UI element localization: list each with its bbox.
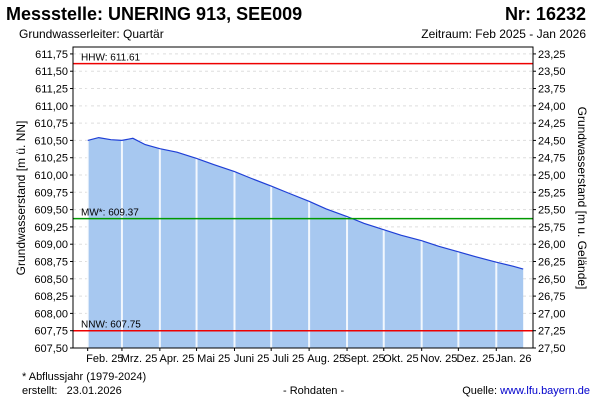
created-info: erstellt: 23.01.2026 xyxy=(22,385,122,397)
station-title: Messstelle: UNERING 913, SEE009 xyxy=(6,4,303,24)
x-tick-label: Mrz. 25 xyxy=(121,353,158,365)
y-tick-label: 607,75 xyxy=(34,326,68,338)
month-gridlines xyxy=(86,47,498,348)
y2-tick-label: 27,50 xyxy=(538,343,566,355)
plot-frame xyxy=(72,46,534,349)
reference-lines: HHW: 611.61 MW*: 609.37 NNW: 607.75 xyxy=(73,53,533,332)
y2-tick-label: 25,25 xyxy=(538,187,566,199)
reference-label: HHW: 611.61 xyxy=(81,53,141,64)
y-axis-label-left: Grundwasserstand [m ü. NN] xyxy=(14,121,28,276)
x-tick-label: Juli 25 xyxy=(272,353,304,365)
footnote: * Abflussjahr (1979-2024) xyxy=(22,371,147,383)
y2-tick-label: 26,50 xyxy=(538,274,566,286)
y-tick-label: 607,50 xyxy=(34,343,68,355)
y2-tick-label: 25,00 xyxy=(538,170,566,182)
y2-tick-label: 27,25 xyxy=(538,326,566,338)
y-tick-label: 611,25 xyxy=(35,84,68,96)
y-tick-label: 609,25 xyxy=(34,222,68,234)
y2-tick-label: 26,25 xyxy=(538,257,566,269)
y-tick-label: 609,50 xyxy=(34,205,68,217)
period-label: Zeitraum: Feb 2025 - Jan 2026 xyxy=(421,27,586,41)
y2-tick-label: 24,50 xyxy=(538,135,566,147)
y-tick-label: 610,75 xyxy=(34,118,68,130)
y-tick-label: 610,00 xyxy=(34,170,68,182)
y-axis-label-right: Grundwasserstand [m u. Gelände] xyxy=(575,107,589,290)
x-tick-label: Dez. 25 xyxy=(457,353,495,365)
created-label: erstellt: xyxy=(22,385,58,397)
y-tick-label: 610,50 xyxy=(34,135,68,147)
reference-label: NNW: 607.75 xyxy=(81,320,141,331)
x-tick-label: Apr. 25 xyxy=(160,353,195,365)
y2-tick-label: 23,25 xyxy=(538,49,566,61)
x-tick-label: Nov. 25 xyxy=(420,353,457,365)
x-tick-label: Feb. 25 xyxy=(86,353,123,365)
y2-tick-label: 24,75 xyxy=(538,153,566,165)
y-tick-label: 609,00 xyxy=(34,239,68,251)
reference-label: MW*: 609.37 xyxy=(81,208,139,219)
y2-tick-label: 26,75 xyxy=(538,291,566,303)
y-tick-label: 608,00 xyxy=(34,308,68,320)
aquifer-label: Grundwasserleiter: Quartär xyxy=(19,27,164,41)
y-axis-left: 607,50 607,75 608,00 608,25 608,50 608,75 609,… xyxy=(34,49,73,355)
x-tick-label: Sept. 25 xyxy=(344,353,385,365)
y-tick-label: 608,25 xyxy=(34,291,68,303)
created-date: 23.01.2026 xyxy=(66,385,122,397)
y2-tick-label: 24,00 xyxy=(538,101,566,113)
x-tick-label: Aug. 25 xyxy=(307,353,345,365)
y2-tick-label: 26,00 xyxy=(538,239,566,251)
rawdata-label: - Rohdaten - xyxy=(283,385,345,397)
x-tick-label: Jan. 26 xyxy=(495,353,531,365)
y2-tick-label: 23,50 xyxy=(538,66,566,78)
y2-tick-label: 24,25 xyxy=(538,118,566,130)
y2-tick-label: 25,75 xyxy=(538,222,566,234)
x-tick-label: Juni 25 xyxy=(234,353,269,365)
station-number: Nr: 16232 xyxy=(504,4,586,24)
y-tick-label: 611,75 xyxy=(35,49,68,61)
y-tick-label: 608,50 xyxy=(34,274,68,286)
y-tick-label: 611,00 xyxy=(35,101,68,113)
x-tick-label: Okt. 25 xyxy=(383,353,418,365)
x-tick-label: Mai 25 xyxy=(197,353,230,365)
y-tick-label: 611,50 xyxy=(35,66,68,78)
source-label: Quelle: xyxy=(462,385,498,397)
source-info: Quelle: www.lfu.bayern.de xyxy=(462,385,590,397)
y-tick-label: 610,25 xyxy=(34,153,68,165)
y-tick-label: 608,75 xyxy=(34,257,68,269)
source-link[interactable]: www.lfu.bayern.de xyxy=(500,385,590,397)
y2-tick-label: 27,00 xyxy=(538,308,566,320)
y-tick-label: 609,75 xyxy=(34,187,68,199)
y2-tick-label: 23,75 xyxy=(538,84,566,96)
level-line xyxy=(87,136,524,270)
y-axis-right: 27,50 27,25 27,00 26,75 26,50 26,25 26,00 25,75… xyxy=(533,49,566,355)
y2-tick-label: 25,50 xyxy=(538,205,566,217)
